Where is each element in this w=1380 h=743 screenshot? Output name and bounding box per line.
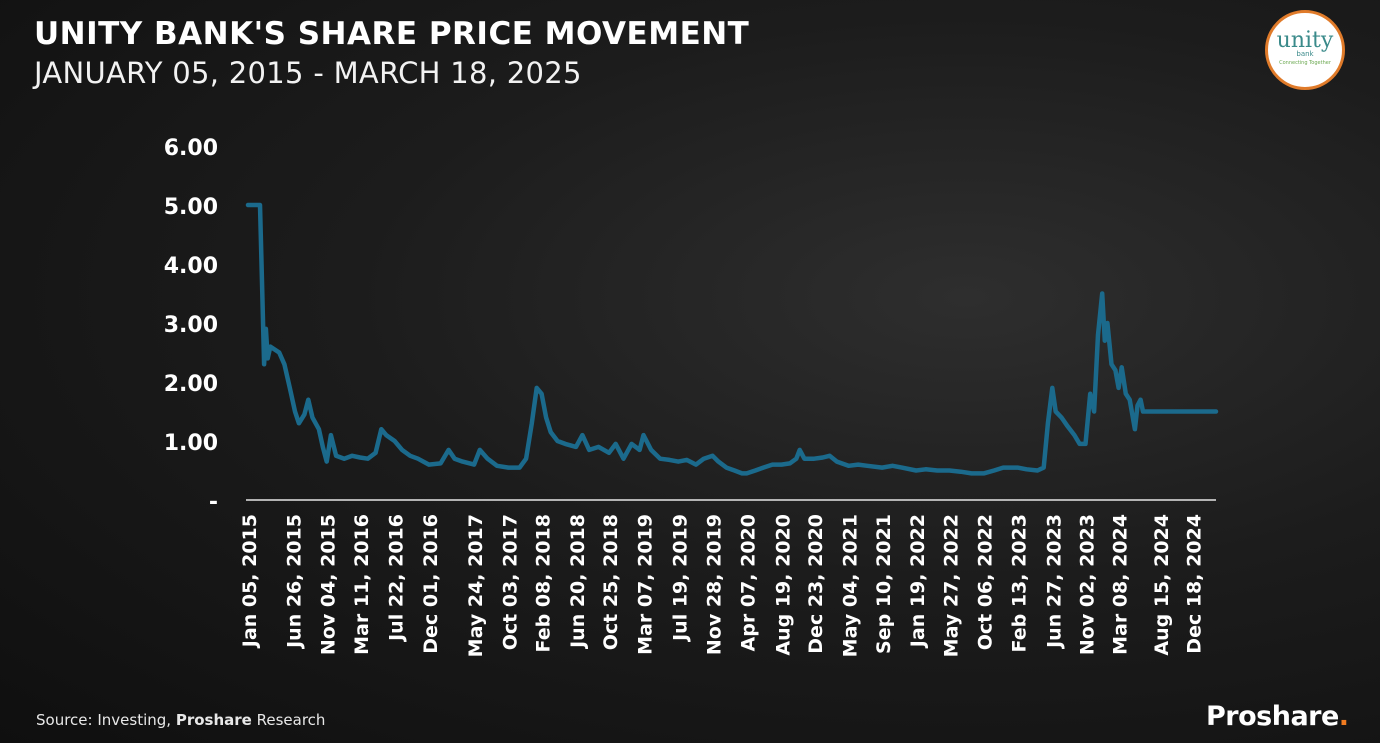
x-tick-label: Jan 05, 2015 (239, 514, 261, 649)
x-axis: Jan 05, 2015 Jun 26, 2015 Nov 04, 2015 Mar … (239, 514, 1206, 657)
x-tick-label: Mar 11, 2016 (351, 514, 373, 655)
y-tick-label: 1.00 (164, 431, 218, 456)
source-note: Source: Investing, Proshare Research (36, 711, 325, 729)
brand-dot: . (1338, 701, 1349, 732)
x-tick-label: Nov 04, 2015 (318, 514, 340, 655)
y-tick-label: 4.00 (164, 254, 218, 279)
x-tick-label: Dec 18, 2024 (1184, 514, 1206, 654)
x-tick-label: Aug 19, 2020 (773, 514, 795, 656)
x-tick-label: Oct 06, 2022 (975, 514, 997, 650)
x-tick-label: Jun 27, 2023 (1043, 514, 1065, 650)
x-tick-label: Mar 08, 2024 (1110, 514, 1132, 655)
x-tick-label: Jan 19, 2022 (907, 514, 929, 649)
x-tick-label: Nov 02, 2023 (1077, 514, 1099, 655)
x-tick-label: Jun 26, 2015 (284, 514, 306, 650)
logo-word: unity (1276, 28, 1334, 53)
source-prefix: Source: Investing, (36, 711, 172, 729)
x-tick-label: Dec 23, 2020 (805, 514, 827, 654)
y-tick-label: 5.00 (164, 195, 218, 220)
x-tick-label: Jul 19, 2019 (669, 514, 691, 643)
x-tick-label: Feb 08, 2018 (533, 514, 555, 652)
logo-tagline: Connecting Together (1279, 60, 1331, 66)
x-tick-label: May 27, 2022 (940, 514, 962, 657)
y-tick-label: - (209, 490, 218, 515)
x-tick-label: Dec 01, 2016 (420, 514, 442, 654)
x-tick-label: Aug 15, 2024 (1151, 514, 1173, 656)
brand-word: Proshare (1206, 701, 1339, 732)
x-tick-label: Jun 20, 2018 (567, 514, 589, 650)
x-tick-label: Sep 10, 2021 (873, 514, 895, 654)
x-tick-label: Oct 03, 2017 (499, 514, 521, 650)
y-axis: - 1.00 2.00 3.00 4.00 5.00 6.00 (164, 136, 218, 515)
y-tick-label: 3.00 (164, 313, 218, 338)
y-tick-label: 2.00 (164, 372, 218, 397)
share-price-line (245, 202, 1219, 476)
x-tick-label: May 04, 2021 (840, 514, 862, 657)
y-tick-label: 6.00 (164, 136, 218, 161)
x-tick-label: May 24, 2017 (465, 514, 487, 657)
chart-subtitle: JANUARY 05, 2015 - MARCH 18, 2025 (34, 56, 582, 90)
chart-title: UNITY BANK'S SHARE PRICE MOVEMENT (34, 16, 750, 52)
x-tick-label: Jul 22, 2016 (386, 514, 408, 643)
proshare-brand: Proshare. (1206, 701, 1349, 732)
x-tick-label: Apr 07, 2020 (738, 514, 760, 651)
x-tick-label: Oct 25, 2018 (600, 514, 622, 650)
source-suffix: Research (256, 711, 326, 729)
logo-sub: bank (1296, 50, 1314, 58)
unity-bank-logo: unity bank Connecting Together (1265, 10, 1345, 90)
x-tick-label: Mar 07, 2019 (635, 514, 657, 655)
source-bold: Proshare (175, 711, 252, 729)
x-tick-label: Nov 28, 2019 (704, 514, 726, 655)
x-tick-label: Feb 13, 2023 (1008, 514, 1030, 652)
